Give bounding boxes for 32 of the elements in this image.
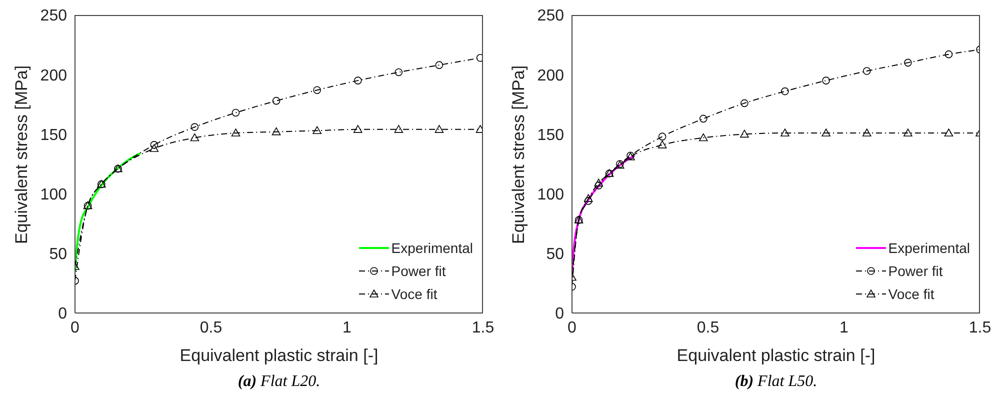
text: (b) Flat L50. <box>734 373 818 391</box>
legend-label: Experimental <box>888 240 970 256</box>
x-tick-label: 1.5 <box>472 319 494 336</box>
legend-label: Experimental <box>391 240 473 256</box>
y-tick-label: 50 <box>49 246 68 264</box>
y-tick-label: 50 <box>546 246 564 264</box>
x-axis-title: Equivalent plastic strain [-] <box>676 346 876 365</box>
y-tick-label: 100 <box>40 186 68 204</box>
x-tick-label: 0 <box>70 319 80 336</box>
y-tick-label: 100 <box>537 186 564 204</box>
y-tick-label: 0 <box>555 306 564 323</box>
y-tick-label: 250 <box>40 8 68 25</box>
y-tick-label: 0 <box>58 306 68 323</box>
legend-label: Power fit <box>391 262 446 278</box>
legend-label: Voce fit <box>888 286 934 302</box>
x-tick-label: 1.5 <box>968 319 992 336</box>
x-axis-title: Equivalent plastic strain [-] <box>180 346 378 365</box>
legend-label: Voce fit <box>391 286 438 302</box>
y-tick-label: 200 <box>40 67 68 84</box>
text: (a) Flat L20. <box>236 373 322 391</box>
y-axis-title: Equivalent stress [MPa] <box>12 65 32 244</box>
y-tick-label: 200 <box>537 67 564 84</box>
legend-label: Power fit <box>888 262 943 278</box>
x-tick-label: 1 <box>840 319 849 336</box>
x-tick-label: 0.5 <box>200 319 222 336</box>
y-tick-label: 250 <box>537 8 564 25</box>
y-tick-label: 150 <box>40 126 68 144</box>
x-tick-label: 0.5 <box>696 319 720 336</box>
y-axis-title: Equivalent stress [MPa] <box>509 65 528 244</box>
y-tick-label: 150 <box>537 126 564 144</box>
x-tick-label: 1 <box>342 319 352 336</box>
x-tick-label: 0 <box>568 319 577 336</box>
